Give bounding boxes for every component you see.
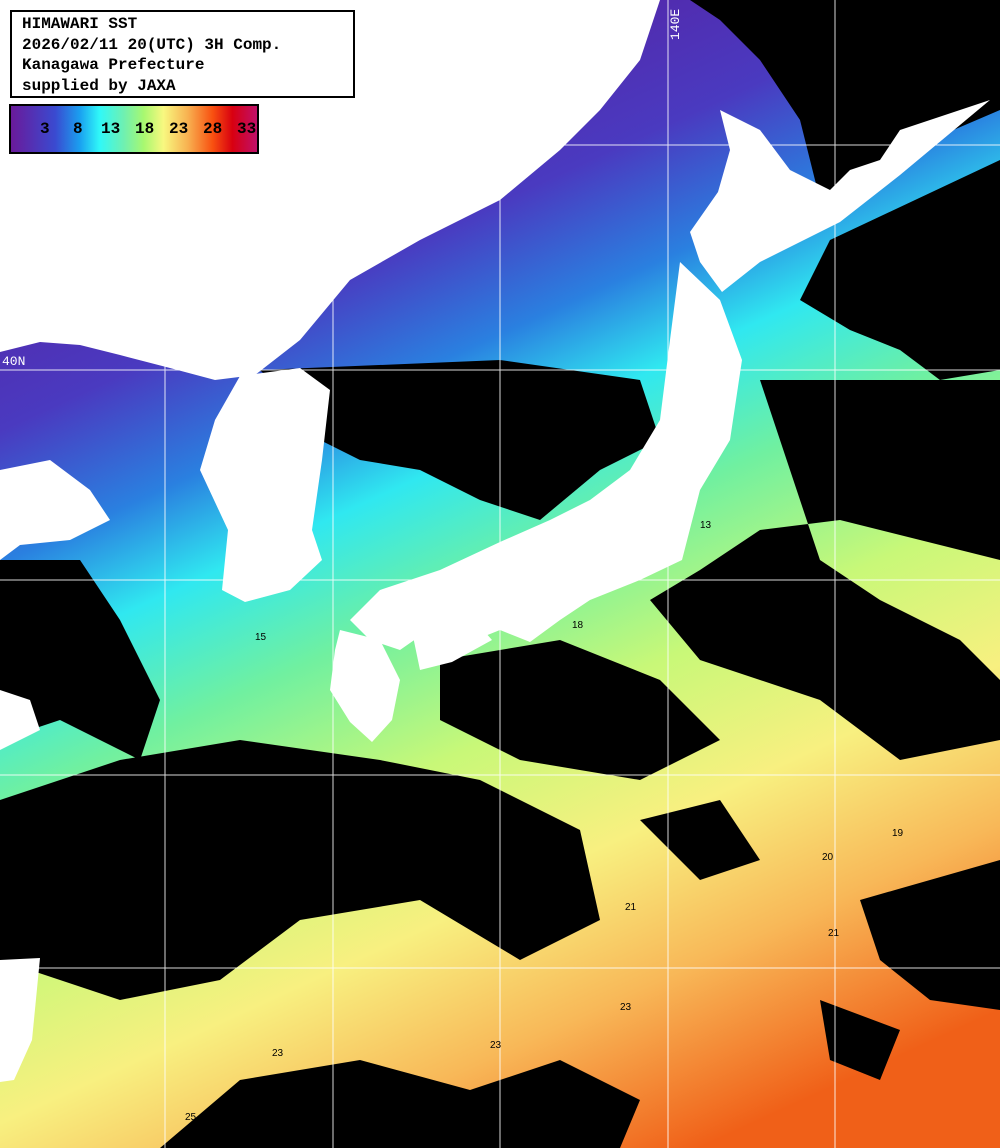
contour-label: 23 (272, 1048, 284, 1059)
contour-label: 20 (822, 852, 834, 863)
land-korea (200, 368, 330, 602)
legend-tick: 18 (135, 120, 155, 138)
lat-label-40n: 40N (2, 354, 26, 369)
timestamp: 2026/02/11 20(UTC) 3H Comp. (22, 35, 282, 54)
land-shikoku (410, 615, 492, 670)
land-china-coast (0, 690, 40, 750)
land-shandong (0, 460, 110, 560)
legend-tick: 28 (203, 120, 223, 138)
info-box: HIMAWARI SST 2026/02/11 20(UTC) 3H Comp.… (10, 10, 355, 98)
color-scale-legend: 3 8 13 18 23 28 33 (9, 104, 259, 154)
lon-label-140e: 140E (668, 8, 683, 40)
organization: Kanagawa Prefecture (22, 56, 205, 74)
contour-label: 25 (185, 1112, 197, 1123)
contour-label: 21 (828, 928, 840, 939)
contour-label: 15 (255, 632, 267, 643)
contour-label: 23 (620, 1002, 632, 1013)
legend-tick: 13 (101, 120, 121, 138)
land-taiwan (0, 958, 40, 1082)
contour-label: 19 (892, 828, 904, 839)
legend-tick: 8 (73, 120, 83, 138)
contour-label: 23 (490, 1040, 502, 1051)
contour-label: 13 (700, 520, 712, 531)
land-hokkaido (690, 100, 990, 292)
product-title: HIMAWARI SST (22, 15, 138, 33)
contour-label: 21 (625, 902, 637, 913)
legend-tick: 23 (169, 120, 189, 138)
legend-tick: 3 (40, 120, 50, 138)
land-honshu (350, 262, 742, 650)
land-kyushu (330, 630, 400, 742)
contour-label: 24 (545, 1078, 557, 1089)
contour-label: 18 (572, 620, 584, 631)
data-credit: supplied by JAXA (22, 76, 176, 95)
contour-label: 10 (355, 438, 367, 449)
legend-tick: 33 (237, 120, 257, 138)
